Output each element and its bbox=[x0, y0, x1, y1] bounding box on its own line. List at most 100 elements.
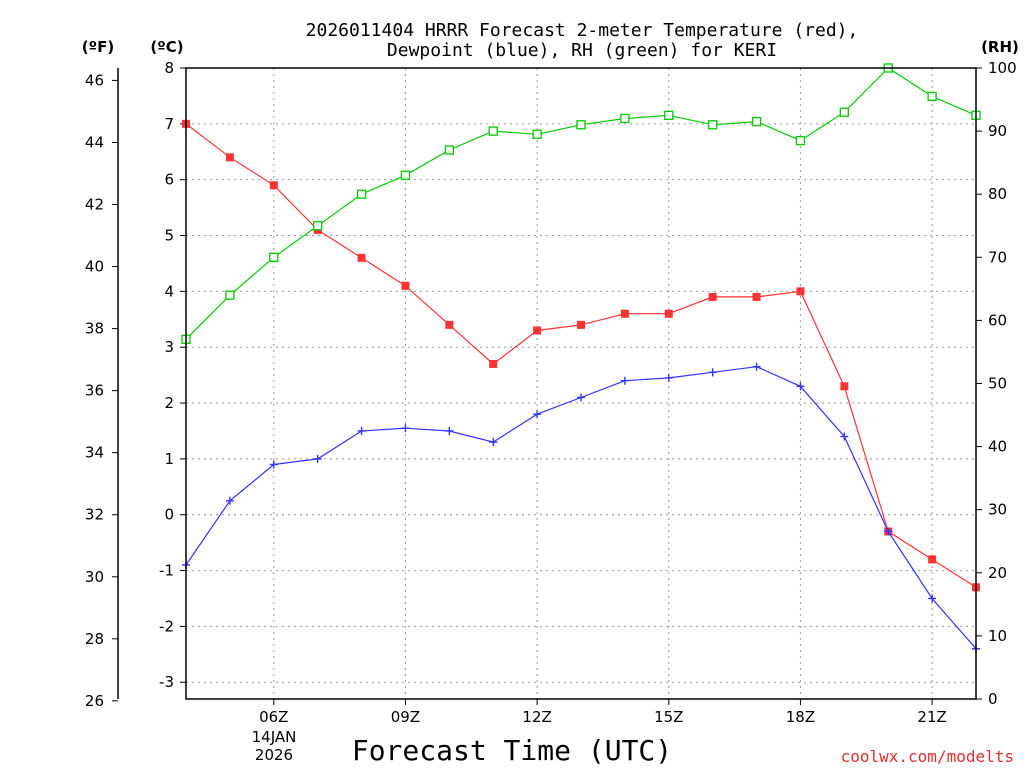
dewpoint-point bbox=[445, 426, 454, 435]
celsius-tick-label: -1 bbox=[159, 562, 174, 580]
fahrenheit-tick-label: 46 bbox=[85, 71, 104, 89]
dewpoint-point bbox=[269, 460, 278, 469]
rh-tick-label: 100 bbox=[988, 59, 1017, 77]
rh-point bbox=[751, 116, 762, 127]
rh-tick-label: 40 bbox=[988, 438, 1007, 456]
temperature-point bbox=[401, 281, 410, 290]
dewpoint-point bbox=[401, 424, 410, 433]
axes: 06Z 09Z 12Z 15Z 18Z 21Z-3-2-10123456782628303… bbox=[85, 59, 1017, 726]
fahrenheit-tick-label: 32 bbox=[85, 506, 104, 524]
rh-point bbox=[927, 91, 937, 102]
celsius-tick-label: 6 bbox=[164, 171, 174, 189]
temperature-point bbox=[533, 326, 542, 335]
celsius-tick-label: 3 bbox=[164, 338, 174, 356]
temperature-point bbox=[489, 359, 498, 368]
rh-tick-label: 10 bbox=[988, 627, 1007, 645]
x-tick-label: 15Z bbox=[654, 708, 683, 726]
celsius-unit-label: (ºC) bbox=[150, 38, 183, 56]
rh-point bbox=[269, 252, 279, 262]
dewpoint-point bbox=[489, 438, 498, 447]
temperature-point bbox=[664, 309, 673, 318]
rh-tick-label: 50 bbox=[988, 375, 1007, 393]
dewpoint-point bbox=[840, 432, 849, 441]
fahrenheit-tick-label: 28 bbox=[85, 630, 104, 648]
rh-point bbox=[356, 189, 367, 199]
fahrenheit-unit-label: (ºF) bbox=[82, 38, 114, 56]
temperature-point bbox=[445, 320, 454, 329]
celsius-tick-label: 8 bbox=[164, 59, 174, 77]
rh-point bbox=[620, 113, 630, 124]
grid-lines bbox=[186, 67, 976, 699]
temperature-point bbox=[225, 153, 234, 162]
rh-tick-label: 80 bbox=[988, 185, 1007, 203]
dewpoint-point bbox=[752, 362, 761, 371]
plot-frame bbox=[185, 67, 977, 700]
rh-tick-label: 70 bbox=[988, 248, 1007, 266]
temperature-line bbox=[185, 123, 977, 588]
temperature-point bbox=[577, 320, 585, 329]
date-label-line1: 14JAN bbox=[252, 728, 297, 746]
x-tick-label: 06Z bbox=[259, 708, 288, 726]
fahrenheit-tick-label: 36 bbox=[85, 382, 104, 400]
fahrenheit-tick-label: 26 bbox=[85, 692, 104, 710]
rh-point bbox=[400, 170, 411, 180]
dewpoint-point bbox=[708, 368, 717, 377]
watermark: coolwx.com/modelts bbox=[841, 747, 1014, 766]
fahrenheit-tick-label: 44 bbox=[85, 133, 104, 151]
celsius-tick-label: 0 bbox=[164, 506, 174, 524]
temperature-point bbox=[752, 292, 761, 301]
rh-point bbox=[576, 120, 586, 130]
rh-point bbox=[225, 290, 235, 300]
dewpoint-point bbox=[796, 382, 805, 391]
dewpoint-point bbox=[533, 410, 542, 419]
rh-point bbox=[708, 120, 718, 130]
dewpoint-point bbox=[884, 527, 893, 536]
temperature-point bbox=[708, 292, 717, 301]
rh-tick-label: 60 bbox=[988, 311, 1007, 329]
celsius-tick-label: 2 bbox=[164, 394, 174, 412]
dewpoint-point bbox=[664, 373, 673, 382]
temperature-point bbox=[840, 382, 849, 391]
celsius-tick-label: 1 bbox=[164, 450, 174, 468]
x-tick-label: 21Z bbox=[917, 708, 946, 726]
dewpoint-point bbox=[620, 376, 629, 385]
celsius-tick-label: 7 bbox=[164, 115, 174, 133]
dewpoint-point bbox=[577, 393, 585, 402]
rh-unit-label: (RH) bbox=[981, 38, 1019, 56]
temperature-point bbox=[928, 555, 937, 564]
rh-tick-label: 20 bbox=[988, 564, 1007, 582]
rh-point bbox=[664, 110, 674, 120]
temperature-point bbox=[269, 181, 278, 190]
fahrenheit-tick-label: 42 bbox=[85, 195, 104, 213]
x-tick-label: 18Z bbox=[786, 708, 815, 726]
celsius-tick-label: -3 bbox=[159, 673, 174, 691]
temperature-point bbox=[357, 253, 366, 262]
rh-line bbox=[185, 67, 977, 340]
rh-tick-label: 30 bbox=[988, 501, 1007, 519]
x-axis-label: Forecast Time (UTC) bbox=[352, 734, 672, 767]
rh-point bbox=[488, 126, 498, 136]
x-tick-label: 12Z bbox=[522, 708, 551, 726]
dewpoint-point bbox=[225, 496, 234, 505]
rh-point bbox=[444, 145, 454, 155]
rh-point bbox=[795, 135, 806, 146]
fahrenheit-tick-label: 40 bbox=[85, 258, 104, 276]
dewpoint-point bbox=[928, 594, 937, 603]
dewpoint-line bbox=[185, 366, 977, 650]
chart-title-line1: 2026011404 HRRR Forecast 2-meter Tempera… bbox=[306, 20, 859, 41]
rh-point bbox=[313, 221, 323, 231]
fahrenheit-tick-label: 30 bbox=[85, 568, 104, 586]
temperature-point bbox=[796, 287, 805, 296]
celsius-tick-label: 4 bbox=[164, 282, 174, 300]
chart-title-line2: Dewpoint (blue), RH (green) for KERI bbox=[387, 40, 777, 61]
fahrenheit-tick-label: 34 bbox=[85, 444, 104, 462]
rh-point bbox=[532, 129, 542, 139]
temperature-point bbox=[620, 309, 629, 318]
rh-tick-label: 90 bbox=[988, 122, 1007, 140]
date-label-line2: 2026 bbox=[255, 746, 293, 764]
dewpoint-point bbox=[313, 454, 322, 463]
celsius-tick-label: 5 bbox=[164, 227, 174, 245]
series-layer bbox=[181, 63, 981, 653]
rh-tick-label: 0 bbox=[988, 690, 998, 708]
